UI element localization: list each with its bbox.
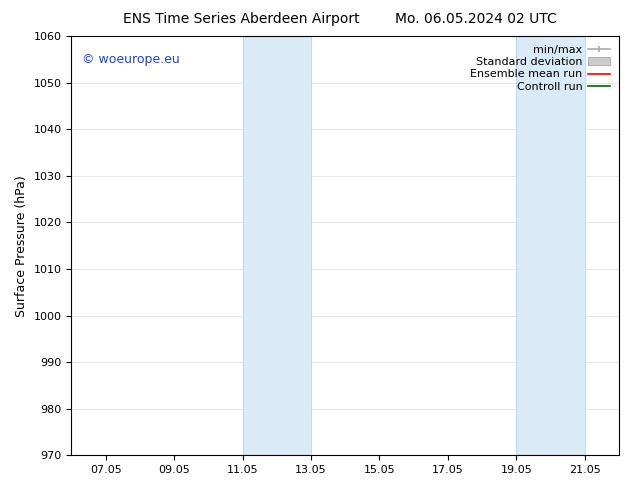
Legend: min/max, Standard deviation, Ensemble mean run, Controll run: min/max, Standard deviation, Ensemble me… — [467, 42, 614, 95]
Text: Mo. 06.05.2024 02 UTC: Mo. 06.05.2024 02 UTC — [394, 12, 557, 26]
Bar — [243, 36, 311, 455]
Y-axis label: Surface Pressure (hPa): Surface Pressure (hPa) — [15, 175, 28, 317]
Text: © woeurope.eu: © woeurope.eu — [82, 53, 180, 66]
Text: ENS Time Series Aberdeen Airport: ENS Time Series Aberdeen Airport — [122, 12, 359, 26]
Bar — [516, 36, 585, 455]
